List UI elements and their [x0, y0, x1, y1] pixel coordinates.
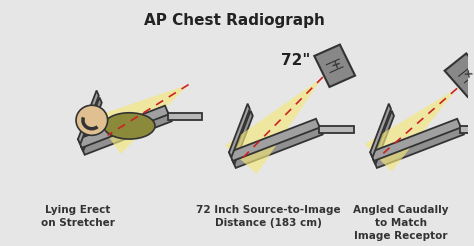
Text: 72": 72" — [281, 53, 310, 68]
Polygon shape — [445, 53, 474, 97]
Polygon shape — [373, 126, 464, 168]
Text: AP Chest Radiograph: AP Chest Radiograph — [144, 13, 324, 28]
Polygon shape — [168, 113, 202, 120]
Polygon shape — [314, 45, 355, 87]
Polygon shape — [319, 126, 354, 133]
Polygon shape — [78, 91, 99, 144]
Ellipse shape — [104, 113, 155, 139]
Polygon shape — [373, 111, 394, 164]
Text: ×: × — [460, 68, 474, 82]
Text: 72 Inch Source-to-Image
Distance (183 cm): 72 Inch Source-to-Image Distance (183 cm… — [196, 205, 341, 228]
Polygon shape — [232, 126, 323, 168]
Polygon shape — [78, 106, 169, 148]
Polygon shape — [460, 126, 474, 133]
Polygon shape — [229, 104, 250, 157]
Polygon shape — [370, 104, 391, 157]
Text: Angled Caudally
to Match
Image Receptor: Angled Caudally to Match Image Receptor — [353, 205, 448, 241]
Polygon shape — [365, 88, 457, 172]
Polygon shape — [95, 85, 189, 154]
Polygon shape — [225, 77, 323, 174]
Text: ×: × — [328, 59, 341, 72]
Polygon shape — [229, 119, 319, 161]
Circle shape — [76, 105, 108, 135]
Polygon shape — [370, 119, 461, 161]
Polygon shape — [81, 97, 102, 151]
Text: Lying Erect
on Stretcher: Lying Erect on Stretcher — [41, 205, 115, 228]
Polygon shape — [232, 111, 253, 164]
Polygon shape — [81, 113, 172, 155]
